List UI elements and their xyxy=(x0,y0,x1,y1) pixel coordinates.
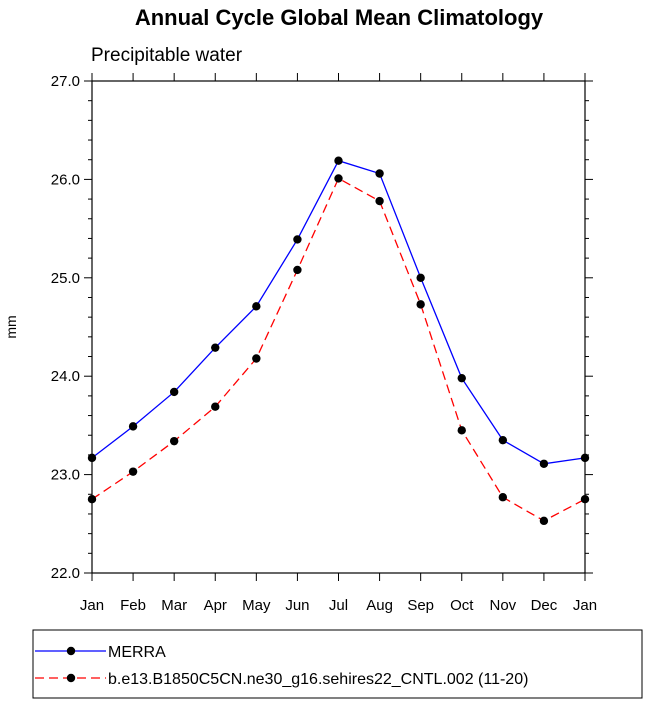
series-layer xyxy=(87,156,590,526)
y-tick-label: 25.0 xyxy=(51,270,80,287)
x-tick-label: Jul xyxy=(329,597,348,614)
data-point-series-1 xyxy=(580,453,590,463)
chart-subtitle: Precipitable water xyxy=(91,45,243,66)
data-point-series-1 xyxy=(416,273,425,282)
x-tick-label: Feb xyxy=(120,597,146,614)
data-point-series-2 xyxy=(580,495,590,504)
legend-marker-1 xyxy=(66,646,76,656)
y-tick-label: 22.0 xyxy=(51,565,80,582)
legend-box xyxy=(32,629,643,699)
x-tick-label: Mar xyxy=(161,597,187,614)
y-tick-label: 26.0 xyxy=(51,171,80,188)
data-point-series-2 xyxy=(334,174,343,183)
data-point-series-2 xyxy=(375,196,384,206)
legend-label-1: MERRA xyxy=(108,644,166,661)
x-tick-label: Nov xyxy=(489,597,516,614)
data-point-series-1 xyxy=(457,373,466,383)
x-tick-label: Sep xyxy=(407,597,434,614)
x-tick-label: Jun xyxy=(285,597,309,614)
data-point-series-1 xyxy=(375,169,384,178)
y-tick-label: 24.0 xyxy=(51,368,80,385)
data-point-series-2 xyxy=(87,495,97,504)
chart-title: Annual Cycle Global Mean Climatology xyxy=(135,5,544,30)
y-axis-label: mm xyxy=(3,315,19,338)
data-point-series-2 xyxy=(169,436,179,446)
series-line-2 xyxy=(91,177,586,522)
y-tick-label: 27.0 xyxy=(51,73,80,90)
x-tick-label: May xyxy=(242,597,271,614)
legend-marker-2 xyxy=(66,673,76,683)
data-point-series-1 xyxy=(252,302,261,311)
data-point-series-2 xyxy=(498,493,508,502)
legend-label-2: b.e13.B1850C5CN.ne30_g16.sehires22_CNTL.… xyxy=(108,671,528,688)
x-tick-label: Dec xyxy=(531,597,558,614)
data-point-series-2 xyxy=(416,300,425,309)
data-point-series-1 xyxy=(128,422,138,431)
x-tick-label: Jan xyxy=(80,597,104,614)
data-point-series-1 xyxy=(211,343,220,352)
data-point-series-1 xyxy=(293,235,302,244)
data-point-series-1 xyxy=(169,387,179,397)
data-point-series-1 xyxy=(498,435,508,445)
series-line-1 xyxy=(91,159,586,465)
data-point-series-2 xyxy=(252,354,261,363)
data-point-series-2 xyxy=(128,467,138,476)
data-point-series-2 xyxy=(539,516,549,526)
x-tick-label: Oct xyxy=(450,597,474,614)
data-point-series-2 xyxy=(457,426,466,435)
plot-frame xyxy=(91,80,586,574)
x-tick-label: Aug xyxy=(366,597,393,614)
data-point-series-2 xyxy=(293,265,302,275)
data-point-series-1 xyxy=(334,156,343,165)
y-tick-label: 23.0 xyxy=(51,467,80,484)
data-point-series-1 xyxy=(539,459,549,468)
x-tick-label: Jan xyxy=(573,597,597,614)
axes: 22.0 23.0 24.0 25.0 26.0 27.0 Jan Feb Mar Apr May J… xyxy=(51,73,597,614)
data-point-series-1 xyxy=(87,453,97,463)
data-point-series-2 xyxy=(211,402,220,411)
legend: MERRA b.e13.B1850C5CN.ne30_g16.sehires22_… xyxy=(35,644,528,688)
x-tick-label: Apr xyxy=(204,597,227,614)
